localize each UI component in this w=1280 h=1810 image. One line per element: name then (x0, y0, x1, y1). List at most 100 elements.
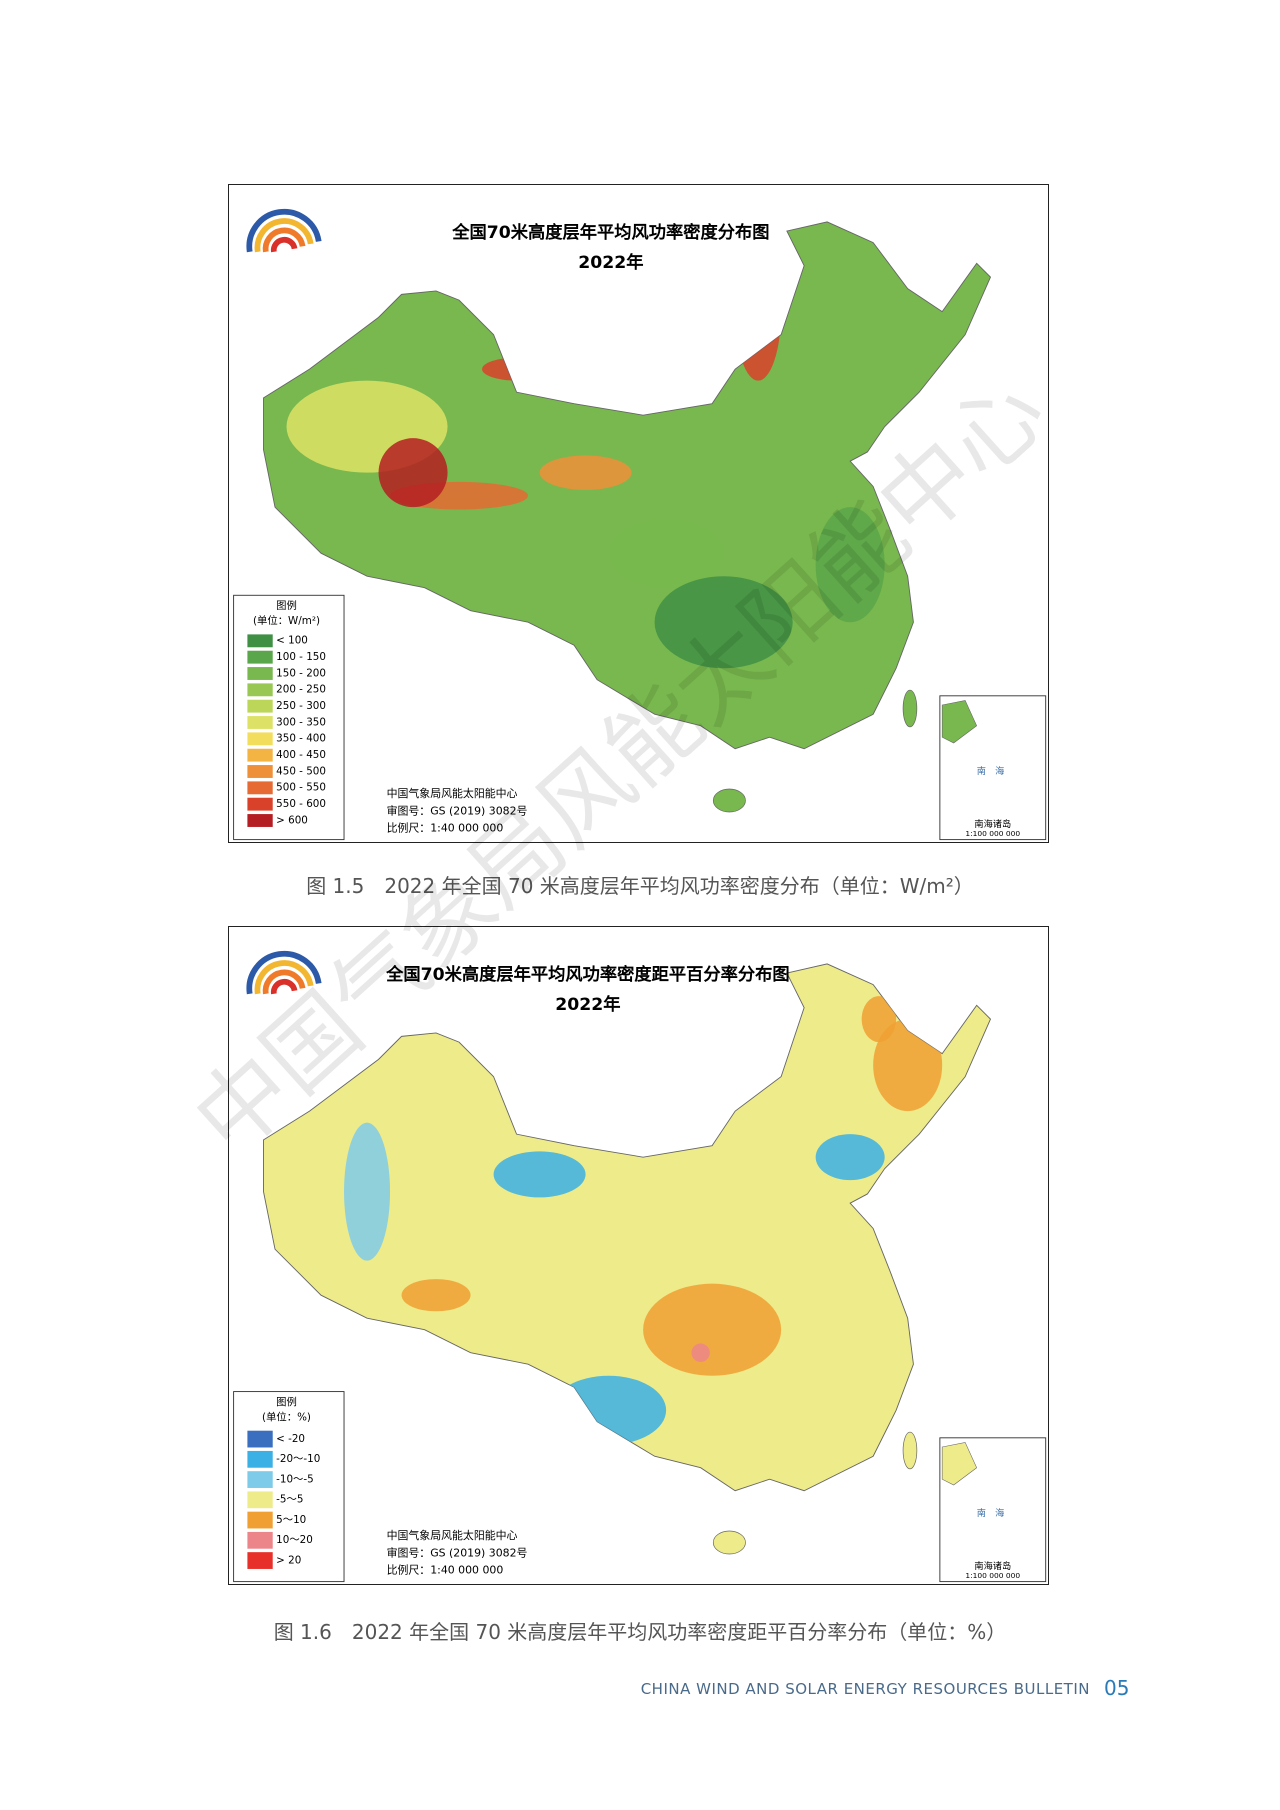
page-number: 05 (1104, 1676, 1130, 1700)
credit-line: 比例尺：1:40 000 000 (387, 821, 504, 835)
map-region (551, 1375, 667, 1445)
legend-swatch (247, 1531, 273, 1549)
map-region (815, 1134, 885, 1181)
legend-label: -20～-10 (276, 1453, 320, 1465)
legend-label: -5～5 (276, 1494, 303, 1506)
map-region (344, 1122, 391, 1261)
map-shading (344, 996, 943, 1445)
map-region (493, 1151, 586, 1198)
legend-label: 5～10 (276, 1514, 306, 1526)
legend-swatch (247, 1511, 273, 1529)
footer-text: CHINA WIND AND SOLAR ENERGY RESOURCES BU… (640, 1680, 1090, 1698)
map-title: 全国70米高度层年平均风功率密度分布图 (451, 222, 769, 243)
legend-label: < -20 (276, 1433, 305, 1445)
legend-title: 图例 (276, 1395, 297, 1408)
legend-swatch (247, 667, 273, 680)
legend-swatch (247, 1430, 273, 1448)
logo-arc (246, 208, 322, 253)
inset-scale: 1:100 000 000 (965, 1571, 1020, 1580)
legend-swatch (247, 1471, 273, 1488)
inset-islands: 南海诸岛 (974, 1560, 1011, 1572)
logo-arc (262, 227, 306, 253)
figure-caption: 图 1.6 2022 年全国 70 米高度层年平均风功率密度距平百分率分布（单位… (273, 1620, 1007, 1644)
map-region (654, 576, 793, 669)
hainan (712, 1530, 746, 1555)
legend-label: > 20 (276, 1554, 301, 1566)
legend-swatch (247, 748, 273, 762)
logo-arc (246, 950, 322, 995)
inset-scale: 1:100 000 000 (965, 829, 1020, 838)
taiwan (902, 1431, 918, 1470)
legend-unit: (单位：W/m²) (253, 614, 320, 627)
taiwan (902, 689, 918, 728)
legend-swatch (247, 683, 273, 697)
map-region (608, 518, 724, 588)
legend-swatch (247, 732, 273, 746)
map-region (643, 1116, 690, 1152)
map-region (735, 242, 782, 381)
legend-label: < 100 (276, 635, 308, 647)
map-year: 2022年 (578, 252, 643, 273)
legend-label: 400 - 450 (276, 749, 326, 761)
legend-label: 150 - 200 (276, 667, 326, 679)
credit-line: 比例尺：1:40 000 000 (387, 1563, 504, 1577)
map-region (815, 507, 885, 623)
china-outline (263, 221, 992, 750)
inset-coast (941, 1442, 978, 1486)
inset-islands: 南海诸岛 (974, 818, 1011, 830)
figure-caption: 图 1.5 2022 年全国 70 米高度层年平均风功率密度分布（单位：W/m²… (306, 874, 974, 898)
logo-arc (262, 969, 306, 995)
legend-label: > 600 (276, 814, 308, 826)
map-region (873, 1019, 943, 1112)
logo-arc (270, 236, 298, 253)
legend-label: 250 - 300 (276, 700, 326, 712)
credit-line: 中国气象局风能太阳能中心 (387, 1528, 518, 1542)
legend-label: 550 - 600 (276, 798, 326, 810)
legend-swatch (247, 797, 273, 811)
credit-line: 中国气象局风能太阳能中心 (387, 786, 518, 800)
legend-swatch (247, 1552, 273, 1569)
credit-line: 审图号：GS (2019) 3082号 (387, 1545, 528, 1559)
china-outline (263, 963, 992, 1492)
legend-swatch (247, 634, 273, 648)
map-region (378, 438, 448, 508)
map-region (691, 1343, 710, 1362)
map-region (539, 455, 632, 490)
hainan (712, 788, 746, 813)
map-region (482, 357, 552, 381)
inset-sea: 南 海 (977, 1507, 1005, 1519)
inset-coast (941, 700, 978, 744)
inset-sea: 南 海 (977, 765, 1005, 777)
map-region (401, 1279, 471, 1312)
map-title: 全国70米高度层年平均风功率密度距平百分率分布图 (385, 964, 790, 985)
legend-swatch (247, 781, 273, 795)
legend-title: 图例 (276, 599, 297, 612)
legend-swatch (247, 716, 273, 729)
legend-label: 200 - 250 (276, 684, 326, 696)
map-region (643, 1283, 782, 1376)
legend-label: 450 - 500 (276, 765, 326, 777)
legend-swatch (247, 1491, 273, 1509)
legend-label: 10～20 (276, 1534, 313, 1546)
legend-swatch (247, 1450, 273, 1468)
legend-swatch (247, 765, 273, 778)
credit-line: 审图号：GS (2019) 3082号 (387, 803, 528, 817)
map-shading (286, 242, 885, 669)
logo-arc (254, 960, 314, 995)
map-year: 2022年 (555, 994, 620, 1015)
legend-unit: (单位：%) (262, 1410, 311, 1423)
logo-arc (270, 978, 298, 995)
legend-label: 350 - 400 (276, 733, 326, 745)
logo-arc (254, 218, 314, 253)
legend-label: -10～-5 (276, 1473, 314, 1485)
legend-label: 100 - 150 (276, 651, 326, 663)
legend-label: 500 - 550 (276, 782, 326, 794)
legend-label: 300 - 350 (276, 716, 326, 728)
legend-swatch (247, 814, 273, 827)
legend-swatch (247, 650, 273, 664)
legend-swatch (247, 699, 273, 713)
